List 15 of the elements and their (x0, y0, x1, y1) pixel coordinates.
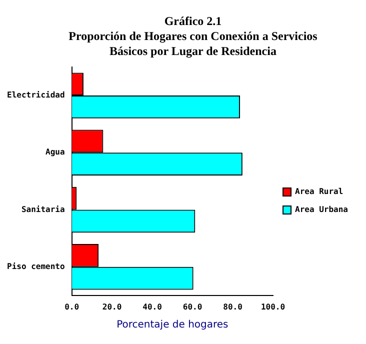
x-tick-label: 20.0 (102, 302, 122, 312)
y-tick-label: Sanitaria (21, 204, 65, 214)
legend-label: Area Rural (295, 187, 344, 196)
y-tick-label: Agua (46, 148, 65, 157)
chart-subtitle: Proporción de Hogares con Conexión a Servicios Básicos por Lugar de Residencia (68, 29, 318, 59)
y-tick-label: Piso cemento (7, 262, 65, 271)
x-tick-label: 100.0 (260, 302, 286, 312)
x-axis-title: Porcentaje de hogares (116, 320, 228, 331)
x-tick-label: 60.0 (182, 302, 202, 312)
legend-label: Area Urbana (295, 205, 348, 214)
y-tick-label: Electricidad (7, 90, 65, 100)
chart-title: Gráfico 2.1 (163, 14, 223, 29)
x-tick-label: 80.0 (223, 302, 243, 312)
x-tick-label: 0.0 (64, 302, 80, 312)
x-tick-label: 40.0 (142, 302, 162, 312)
